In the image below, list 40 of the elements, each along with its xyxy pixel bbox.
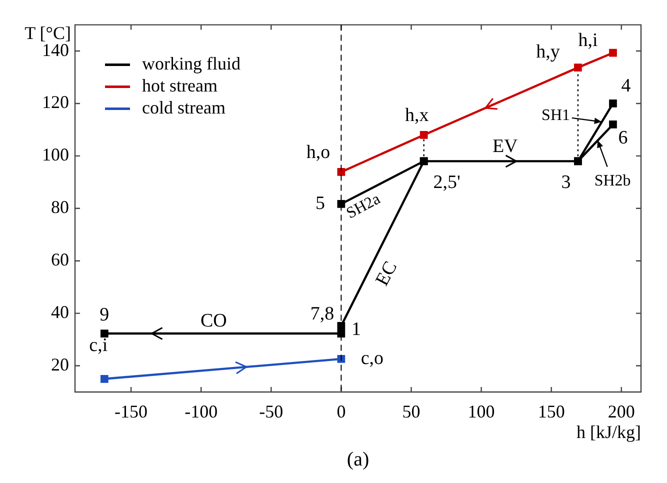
annotation: h,i	[578, 30, 598, 51]
y-tick-label: 120	[42, 92, 69, 112]
annotation: h,x	[404, 104, 430, 126]
annotation: SH2a	[344, 190, 384, 222]
annotation: 1	[351, 318, 361, 340]
y-tick-label: 60	[51, 250, 69, 270]
annotation: 3	[561, 172, 571, 194]
y-tick-label: 40	[51, 302, 69, 322]
annotation: 7,8	[310, 303, 334, 324]
annotation: SH1	[542, 107, 570, 124]
x-tick-label: 150	[538, 402, 565, 422]
x-tick-label: -150	[114, 402, 148, 422]
annotation: h,y	[536, 42, 560, 63]
annotation: EV	[492, 136, 518, 158]
annotation: CO	[200, 310, 227, 332]
annotation: c,i	[89, 334, 108, 356]
annotation: 5	[315, 192, 325, 214]
x-tick-label: 100	[468, 402, 495, 422]
text: (a)	[346, 448, 370, 470]
x-tick-label: 200	[608, 402, 635, 422]
legend-label: working fluid	[142, 54, 240, 74]
x-tick-label: -100	[184, 402, 218, 422]
annotation: c,o	[360, 348, 384, 369]
annotation: 4	[621, 75, 632, 96]
x-tick-label: 0	[336, 402, 346, 422]
legend-label: cold stream	[142, 98, 226, 118]
x-axis-title: h [kJ/kg]	[576, 422, 641, 442]
annotation: h,o	[306, 142, 330, 163]
annotation: EC	[372, 258, 402, 290]
annotation: 6	[618, 127, 628, 148]
annotation: SH2b	[594, 172, 631, 190]
x-tick-label: 50	[402, 402, 420, 422]
y-tick-label: 20	[51, 354, 69, 375]
annotation: 2,5'	[433, 172, 460, 194]
annotation: 9	[100, 304, 110, 326]
x-tick-label: -50	[259, 402, 284, 422]
y-tick-label: 100	[42, 144, 69, 165]
legend-label: hot stream	[142, 76, 218, 96]
y-tick-label: 80	[51, 197, 69, 218]
y-axis-title: T [°C]	[24, 22, 71, 43]
